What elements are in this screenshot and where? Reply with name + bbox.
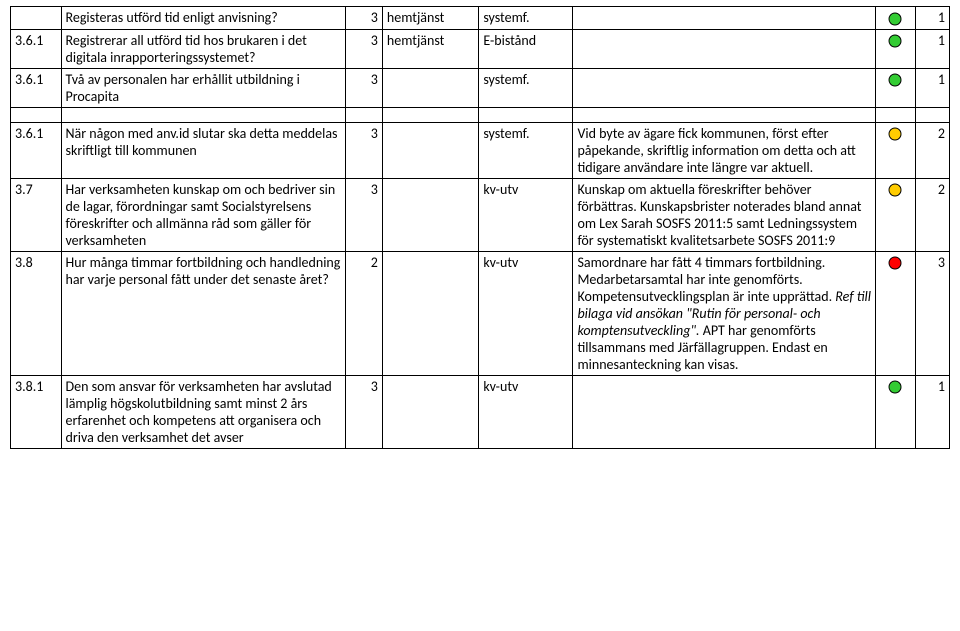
green-status-icon <box>887 72 903 88</box>
row-score-left: 3 <box>346 7 383 30</box>
red-status-icon <box>887 255 903 271</box>
row-subcategory: E-bistånd <box>479 29 573 68</box>
table-row: 3.8.1Den som ansvar för verksamheten har… <box>11 375 950 448</box>
row-text: Har verksamheten kunskap om och bedriver… <box>61 178 346 251</box>
table-row: 3.8Hur många timmar fortbildning och han… <box>11 251 950 375</box>
amber-status-icon <box>887 182 903 198</box>
row-score-left: 3 <box>346 68 383 107</box>
table-row: 3.6.1Två av personalen har erhållit utbi… <box>11 68 950 107</box>
row-subcategory: kv-utv <box>479 251 573 375</box>
row-id <box>11 7 62 30</box>
row-score-right: 3 <box>915 251 950 375</box>
row-category <box>382 251 478 375</box>
status-dot-cell <box>876 7 915 30</box>
row-text: Registrerar all utförd tid hos brukaren … <box>61 29 346 68</box>
row-comment <box>573 375 876 448</box>
row-score-left: 3 <box>346 375 383 448</box>
row-text: När någon med anv.id slutar ska detta me… <box>61 122 346 178</box>
row-comment: Samordnare har fått 4 timmars fortbildni… <box>573 251 876 375</box>
row-score-left: 3 <box>346 122 383 178</box>
row-id: 3.8 <box>11 251 62 375</box>
row-text: Hur många timmar fortbildning och handle… <box>61 251 346 375</box>
row-score-left: 2 <box>346 251 383 375</box>
row-id: 3.6.1 <box>11 122 62 178</box>
row-id: 3.6.1 <box>11 29 62 68</box>
row-score-left: 3 <box>346 178 383 251</box>
row-text: Registeras utförd tid enligt anvisning? <box>61 7 346 30</box>
row-text: Två av personalen har erhållit utbildnin… <box>61 68 346 107</box>
green-status-icon <box>887 11 903 27</box>
status-dot-cell <box>876 178 915 251</box>
row-category <box>382 178 478 251</box>
status-dot-cell <box>876 251 915 375</box>
row-id: 3.6.1 <box>11 68 62 107</box>
row-score-right: 1 <box>915 7 950 30</box>
row-subcategory: systemf. <box>479 68 573 107</box>
row-text: Den som ansvar för verksamheten har avsl… <box>61 375 346 448</box>
row-category <box>382 68 478 107</box>
row-subcategory: kv-utv <box>479 178 573 251</box>
table-row: Registeras utförd tid enligt anvisning?3… <box>11 7 950 30</box>
row-id: 3.8.1 <box>11 375 62 448</box>
row-score-right: 1 <box>915 68 950 107</box>
page: Registeras utförd tid enligt anvisning?3… <box>0 0 960 459</box>
row-subcategory: kv-utv <box>479 375 573 448</box>
row-score-right: 2 <box>915 122 950 178</box>
assessment-table: Registeras utförd tid enligt anvisning?3… <box>10 6 950 449</box>
row-comment: Vid byte av ägare fick kommunen, först e… <box>573 122 876 178</box>
table-row: 3.6.1Registrerar all utförd tid hos bruk… <box>11 29 950 68</box>
row-comment <box>573 68 876 107</box>
row-subcategory: systemf. <box>479 7 573 30</box>
table-row: 3.6.1När någon med anv.id slutar ska det… <box>11 122 950 178</box>
row-comment-pre: Samordnare har fått 4 timmars fortbildni… <box>577 254 835 305</box>
row-score-left: 3 <box>346 29 383 68</box>
status-dot-cell <box>876 29 915 68</box>
row-category <box>382 375 478 448</box>
table-row: 3.7Har verksamheten kunskap om och bedri… <box>11 178 950 251</box>
status-dot-cell <box>876 122 915 178</box>
status-dot-cell <box>876 68 915 107</box>
green-status-icon <box>887 33 903 49</box>
row-category <box>382 122 478 178</box>
row-category: hemtjänst <box>382 7 478 30</box>
row-category: hemtjänst <box>382 29 478 68</box>
row-score-right: 1 <box>915 29 950 68</box>
row-score-right: 2 <box>915 178 950 251</box>
row-id: 3.7 <box>11 178 62 251</box>
row-score-right: 1 <box>915 375 950 448</box>
status-dot-cell <box>876 375 915 448</box>
amber-status-icon <box>887 126 903 142</box>
row-comment <box>573 7 876 30</box>
row-comment: Kunskap om aktuella föreskrifter behöver… <box>573 178 876 251</box>
row-comment <box>573 29 876 68</box>
row-subcategory: systemf. <box>479 122 573 178</box>
green-status-icon <box>887 379 903 395</box>
